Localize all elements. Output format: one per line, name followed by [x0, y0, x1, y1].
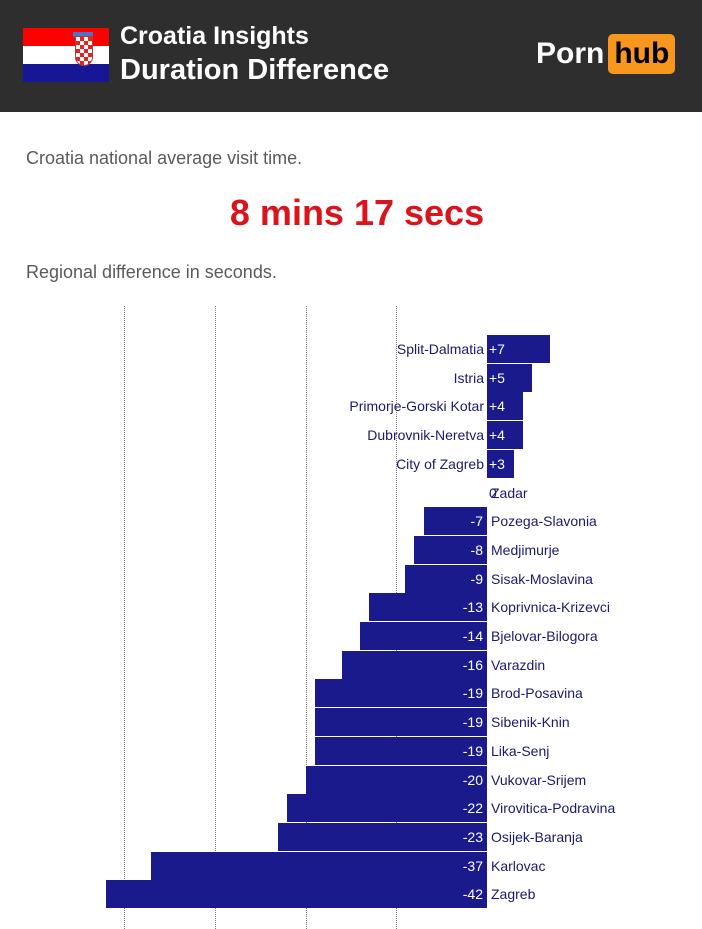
region-label: Medjimurje — [491, 541, 560, 558]
bar — [423, 507, 487, 536]
gridline — [306, 306, 307, 929]
value-label: -23 — [462, 828, 483, 845]
value-label: -13 — [462, 599, 483, 616]
region-label: Primorje-Gorski Kotar — [349, 398, 484, 415]
value-label: -37 — [462, 857, 483, 874]
value-label: -16 — [462, 656, 483, 673]
value-label: 0 — [489, 484, 497, 501]
value-label: +5 — [489, 369, 505, 386]
value-label: +7 — [489, 341, 505, 357]
region-label: City of Zagreb — [396, 455, 484, 472]
region-label: Osijek-Baranja — [491, 828, 583, 845]
bar — [314, 736, 487, 765]
brand-logo: Porn hub — [536, 34, 676, 74]
region-label: Zadar — [491, 484, 528, 501]
region-label: Bjelovar-Bilogora — [491, 628, 598, 644]
bar — [487, 363, 533, 392]
value-label: +4 — [489, 398, 505, 415]
bar — [487, 335, 551, 363]
region-label: Pozega-Slavonia — [491, 513, 597, 530]
bar — [405, 564, 487, 593]
region-label: Zagreb — [491, 886, 536, 903]
bar — [341, 650, 487, 679]
region-label: Lika-Senj — [491, 742, 550, 759]
value-label: -19 — [462, 685, 483, 702]
average-value: 8 mins 17 secs — [229, 192, 485, 233]
header-bar: Croatia Insights Duration Difference Por… — [0, 0, 702, 112]
bar — [278, 822, 487, 851]
value-label: -7 — [470, 513, 483, 530]
bar — [487, 392, 524, 421]
average-label: Croatia national average visit time. — [26, 148, 303, 168]
value-label: +4 — [489, 427, 505, 444]
value-label: -8 — [470, 541, 483, 558]
bar — [314, 708, 487, 737]
region-label: Koprivnica-Krizevci — [491, 599, 611, 616]
region-label: Sibenik-Knin — [491, 714, 570, 731]
region-label: Istria — [453, 369, 484, 386]
region-label: Karlovac — [491, 857, 546, 874]
croatia-flag-icon — [23, 28, 109, 82]
logo-text-part1: Porn — [536, 37, 605, 70]
value-label: -19 — [462, 714, 483, 731]
logo-text-part2: hub — [608, 34, 676, 74]
bar — [106, 880, 487, 909]
region-label: Brod-Posavina — [491, 685, 583, 702]
page-title-line1: Croatia Insights — [120, 22, 309, 50]
bar — [360, 622, 487, 650]
bar — [314, 679, 487, 708]
page-title-line2: Duration Difference — [120, 54, 390, 86]
gridline — [124, 306, 125, 929]
gridline — [215, 306, 216, 929]
value-label: -22 — [462, 800, 483, 817]
regional-label: Regional difference in seconds. — [26, 262, 277, 282]
bar — [305, 765, 487, 794]
region-label: Dubrovnik-Neretva — [367, 427, 484, 444]
bar — [487, 449, 515, 478]
bar — [151, 851, 487, 880]
region-label: Virovitica-Podravina — [491, 800, 616, 817]
value-label: -14 — [462, 628, 483, 644]
bar — [287, 794, 487, 823]
bar — [487, 421, 524, 450]
region-label: Sisak-Moslavina — [491, 570, 593, 587]
region-label: Varazdin — [491, 656, 546, 673]
value-label: +3 — [489, 455, 505, 472]
region-label: Vukovar-Srijem — [491, 771, 587, 788]
bar — [369, 593, 487, 622]
bar — [414, 535, 487, 564]
value-label: -20 — [462, 771, 483, 788]
value-label: -9 — [470, 570, 483, 587]
value-label: -19 — [462, 742, 483, 759]
region-label: Split-Dalmatia — [396, 341, 484, 357]
value-label: -42 — [462, 886, 483, 903]
